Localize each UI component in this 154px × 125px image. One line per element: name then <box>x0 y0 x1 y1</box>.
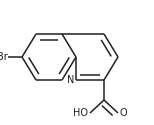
Text: N: N <box>67 75 74 85</box>
Text: Br: Br <box>0 52 8 62</box>
Text: O: O <box>120 108 128 118</box>
Text: HO: HO <box>73 108 88 118</box>
